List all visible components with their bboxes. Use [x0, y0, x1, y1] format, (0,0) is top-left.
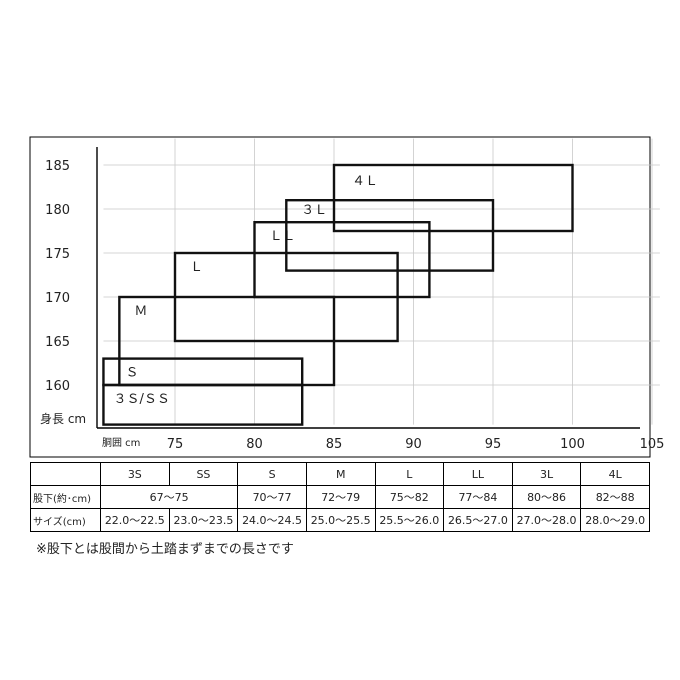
corner-cell: [30, 462, 101, 486]
shoe-size-cell: 26.5～27.0: [443, 508, 513, 532]
size-box-label: ３Ｌ: [301, 203, 327, 218]
size-header-cell: S: [237, 462, 307, 486]
size-box-label: ３Ｓ/ＳＳ: [113, 392, 169, 407]
y-tick-label: 160: [45, 379, 70, 394]
size-header-cell: M: [305, 462, 376, 486]
size-header-cell: SS: [168, 462, 239, 486]
x-tick-label: 75: [167, 437, 184, 452]
size-box-label: Ｍ: [134, 304, 147, 319]
shoe-size-cell: 25.5～26.0: [374, 508, 445, 532]
shoe-size-cell: 22.0～22.5: [100, 508, 170, 532]
y-tick-label: 165: [45, 335, 70, 350]
size-box-label: Ｌ: [190, 260, 203, 275]
inseam-cell: 75～82: [374, 485, 445, 509]
y-tick-label: 170: [45, 291, 70, 306]
x-axis-label: 胴囲 cm: [102, 437, 140, 449]
shoe-size-cell: 24.0～24.5: [237, 508, 307, 532]
size-box-label: ＬＬ: [270, 229, 296, 244]
y-tick-label: 175: [45, 247, 70, 262]
x-tick-label: 105: [640, 437, 665, 452]
inseam-label: 股下(約･cm): [30, 485, 101, 509]
size-box-label: Ｓ: [125, 366, 138, 381]
size-box: [285, 198, 495, 272]
inseam-row: 股下(約･cm) 67～75 70～77 72～79 75～82 77～84 8…: [30, 485, 650, 509]
inseam-cell: 67～75: [99, 485, 239, 509]
size-header-cell: L: [374, 462, 445, 486]
size-box-label: ４Ｌ: [352, 174, 378, 189]
inseam-cell: 80～86: [511, 485, 582, 509]
shoe-size-cell: 27.0～28.0: [511, 508, 582, 532]
size-box: [253, 220, 431, 299]
inseam-cell: 70～77: [237, 485, 307, 509]
inseam-note: ※股下とは股間から土踏まずまでの長さです: [36, 542, 294, 557]
y-axis-label: 身長 cm: [40, 411, 86, 426]
y-tick-labels: 160 165 170 175 180 185: [45, 159, 70, 394]
size-header-cell: 3S: [100, 462, 170, 486]
size-box: [332, 163, 574, 233]
x-tick-label: 80: [246, 437, 263, 452]
inseam-cell: 77～84: [443, 485, 513, 509]
x-tick-label: 85: [326, 437, 343, 452]
shoe-size-cell: 23.0～23.5: [168, 508, 239, 532]
x-tick-labels: 75 80 85 90 95 100 105: [167, 437, 665, 452]
size-header-row: 3S SS S M L LL 3L 4L: [30, 462, 650, 486]
shoe-size-cell: 28.0～29.0: [580, 508, 650, 532]
shoe-size-label: サイズ(cm): [30, 508, 101, 532]
inseam-cell: 72～79: [305, 485, 376, 509]
x-tick-label: 100: [560, 437, 585, 452]
x-tick-label: 90: [405, 437, 422, 452]
inseam-cell: 82～88: [580, 485, 650, 509]
shoe-size-row: サイズ(cm) 22.0～22.5 23.0～23.5 24.0～24.5 25…: [30, 508, 650, 532]
size-table: 3S SS S M L LL 3L 4L 股下(約･cm) 67～75 70～7…: [30, 462, 650, 532]
y-tick-label: 180: [45, 203, 70, 218]
shoe-size-cell: 25.0～25.5: [305, 508, 376, 532]
y-tick-label: 185: [45, 159, 70, 174]
size-header-cell: LL: [443, 462, 513, 486]
size-header-cell: 3L: [511, 462, 582, 486]
x-tick-label: 95: [485, 437, 502, 452]
size-header-cell: 4L: [580, 462, 650, 486]
